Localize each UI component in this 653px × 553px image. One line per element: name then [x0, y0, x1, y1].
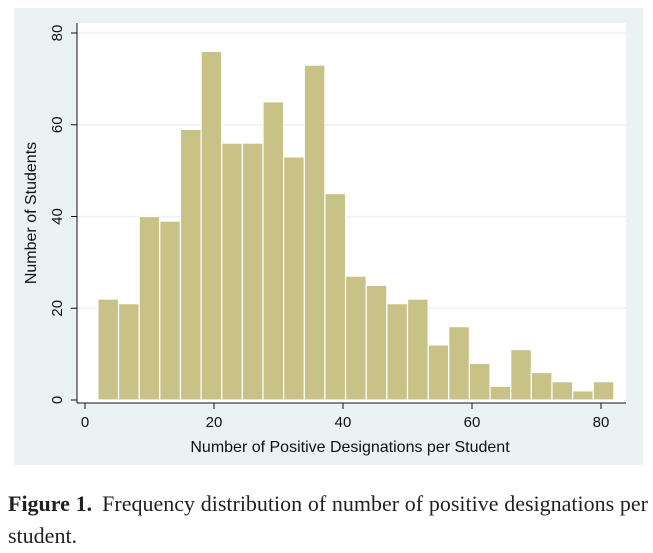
y-tick-label-20: 20 — [49, 300, 66, 317]
histogram-bar-11 — [303, 64, 326, 401]
tick-labels: 0 20 40 60 80 0 20 40 60 80 — [49, 25, 609, 431]
histogram-bar-17 — [427, 344, 450, 401]
x-tick-label-60: 60 — [464, 414, 481, 431]
histogram-bar-5 — [179, 128, 202, 401]
histogram-chart: 0 20 40 60 80 0 20 40 60 80 Number of Positive De… — [23, 23, 626, 456]
x-tick-label-40: 40 — [335, 414, 352, 431]
figure-caption: Figure 1. Frequency distribution of numbe… — [8, 488, 648, 552]
histogram-bar-8 — [241, 142, 264, 401]
histogram-bar-9 — [262, 101, 285, 401]
histogram-bar-10 — [283, 156, 305, 401]
histogram-bar-24 — [572, 390, 594, 401]
y-tick-label-40: 40 — [49, 208, 66, 225]
x-axis-title: Number of Positive Designations per Stud… — [190, 439, 510, 456]
histogram-bar-4 — [159, 220, 182, 401]
histogram-bar-23 — [551, 381, 574, 401]
y-tick-label-80: 80 — [49, 25, 66, 42]
histogram-bar-25 — [592, 381, 615, 401]
histogram-bar-7 — [221, 142, 243, 401]
figure-caption-label: Figure 1. — [8, 491, 93, 516]
histogram-bar-13 — [344, 275, 367, 401]
histogram-bar-3 — [138, 215, 161, 401]
chart-panel: 0 20 40 60 80 0 20 40 60 80 Number of Positive De… — [14, 8, 643, 465]
x-tick-label-80: 80 — [593, 414, 610, 431]
y-tick-label-60: 60 — [49, 116, 66, 133]
histogram-bar-14 — [365, 284, 388, 401]
histogram-bar-21 — [510, 348, 532, 401]
histogram-bar-12 — [324, 192, 347, 401]
histogram-bar-1 — [97, 298, 120, 401]
histogram-bar-15 — [386, 303, 409, 401]
histogram-bar-18 — [448, 326, 471, 401]
bars — [97, 50, 615, 401]
histogram-bar-6 — [200, 50, 223, 401]
histogram-bar-2 — [117, 303, 140, 401]
axes — [71, 23, 626, 409]
histogram-bar-22 — [530, 371, 553, 401]
histogram-bar-20 — [489, 385, 512, 401]
y-tick-label-0: 0 — [49, 396, 66, 404]
x-tick-label-20: 20 — [206, 414, 223, 431]
y-axis-title: Number of Students — [23, 142, 40, 284]
histogram-bar-16 — [406, 298, 429, 401]
figure-caption-text: Frequency distribution of number of posi… — [8, 491, 649, 548]
x-tick-label-0: 0 — [81, 414, 89, 431]
histogram-bar-19 — [468, 362, 491, 401]
